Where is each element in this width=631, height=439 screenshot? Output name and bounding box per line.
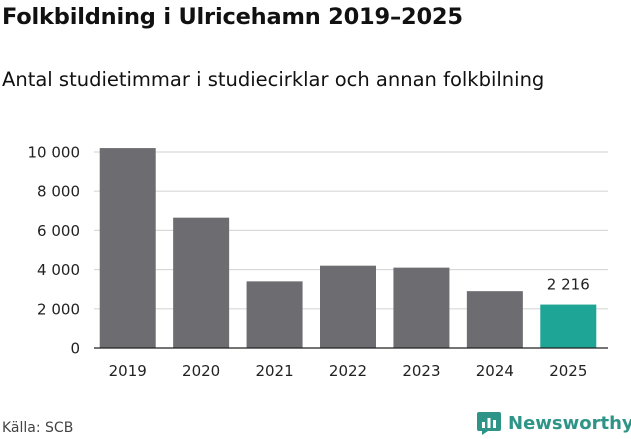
y-tick-label: 6 000	[37, 222, 80, 240]
data-labels: 2 216	[547, 276, 590, 294]
x-axis-tick-labels: 2019 2020 2021 2022 2023 2024 2025	[109, 362, 588, 380]
brand-name: Newsworthy	[508, 412, 631, 434]
x-tick-label: 2019	[109, 362, 147, 380]
bar-2025	[540, 304, 597, 348]
source-note: Källa: SCB	[2, 420, 74, 436]
bar-2023	[393, 267, 450, 348]
y-tick-label: 2 000	[37, 300, 80, 318]
bar-2024	[466, 291, 523, 348]
y-axis-tick-labels: 0 2 000 4 000 6 000 8 000 10 000	[28, 144, 81, 358]
x-tick-label: 2020	[182, 362, 220, 380]
chart-title: Folkbildning i Ulricehamn 2019–2025	[2, 4, 463, 30]
data-label: 2 216	[547, 276, 590, 294]
x-tick-label: 2025	[549, 362, 587, 380]
bar-2019	[99, 148, 156, 348]
y-tick-label: 4 000	[37, 261, 80, 279]
x-tick-label: 2021	[255, 362, 293, 380]
chart-subtitle: Antal studietimmar i studiecirklar och a…	[2, 68, 545, 91]
bars	[99, 148, 597, 348]
bar-2021	[246, 281, 303, 348]
bar-2020	[173, 217, 230, 348]
bar-2022	[320, 265, 376, 348]
x-tick-label: 2024	[476, 362, 514, 380]
y-tick-label: 10 000	[28, 144, 81, 162]
x-tick-label: 2023	[402, 362, 440, 380]
y-tick-label: 0	[70, 340, 80, 358]
newsworthy-logo-icon	[477, 412, 501, 435]
brand-logo: Newsworthy	[476, 409, 631, 437]
x-tick-label: 2022	[329, 362, 367, 380]
y-tick-label: 8 000	[37, 183, 80, 201]
